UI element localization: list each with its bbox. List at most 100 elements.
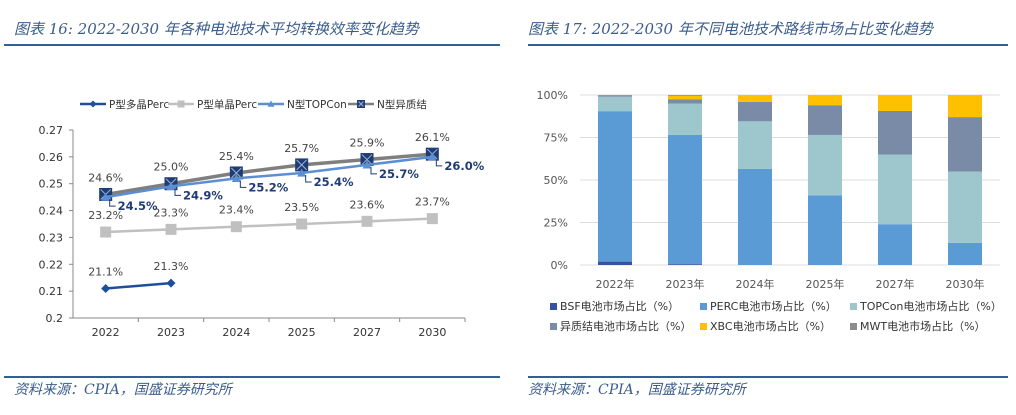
bar-segment — [948, 95, 982, 118]
data-label: 25.7% — [284, 142, 319, 155]
data-label: 24.6% — [88, 171, 123, 184]
data-label: 24.5% — [118, 199, 158, 213]
data-label: 21.3% — [154, 260, 189, 273]
legend-item: BSF电池市场占比（%） — [550, 298, 679, 314]
square-marker — [100, 226, 112, 238]
square-marker — [165, 223, 177, 235]
data-label: 23.5% — [284, 201, 319, 214]
square-marker — [296, 218, 308, 230]
series-1 — [100, 213, 438, 238]
efficiency-chart-panel: 图表 16: 2022-2030 年各种电池技术平均转换效率变化趋势 0.2 0.… — [4, 20, 500, 398]
series-line — [105, 217, 433, 234]
diamond-marker — [166, 278, 176, 288]
y-tick-label: 0.24 — [39, 205, 64, 218]
y-tick-label: 25% — [544, 217, 568, 230]
legend-swatch — [850, 322, 857, 330]
bar-segment — [878, 95, 912, 111]
triangle-marker — [267, 100, 275, 107]
bar-chart: 0% 25% 50% 75% 100% 2022年 2023年 2024年 2025年 2027年… — [537, 89, 1000, 291]
bar-segment — [668, 99, 702, 104]
bar-stack — [808, 95, 842, 265]
y-tick-label: 0.21 — [39, 285, 64, 298]
bar-segment — [808, 134, 842, 196]
legend-swatch — [550, 302, 557, 310]
data-label-group: 25.2% — [239, 180, 289, 194]
legend-item: N型异质结 — [348, 98, 427, 111]
data-label: 25.2% — [248, 180, 288, 194]
data-label: 25.4% — [314, 175, 354, 189]
legend-label: MWT电池市场占比（%） — [860, 320, 986, 333]
source-note: 资料来源：CPIA，国盛证券研究所 — [14, 382, 232, 398]
bar-segment — [948, 171, 982, 243]
x-tick-label: 2025年 — [806, 277, 845, 291]
legend-label: XBC电池市场占比（%） — [710, 320, 832, 333]
bar-stack — [878, 95, 912, 265]
triangle-marker — [166, 181, 176, 190]
bar-segment — [668, 103, 702, 135]
x-mark — [230, 167, 242, 179]
leader-line — [305, 174, 312, 183]
diamond-marker — [101, 283, 111, 293]
legend-label: TOPCon电池市场占比（%） — [860, 300, 1002, 313]
legend-item: TOPCon电池市场占比（%） — [850, 298, 1002, 314]
x-tick-label: 2030年 — [946, 277, 985, 291]
legend-label: BSF电池市场占比（%） — [560, 300, 680, 313]
bar-stack — [948, 95, 982, 265]
legend-swatch — [700, 322, 707, 330]
triangle-marker — [362, 160, 372, 169]
bar-segment — [808, 105, 842, 135]
leader-line — [370, 166, 377, 175]
square-marker — [426, 213, 438, 225]
source-divider — [528, 376, 1008, 378]
legend-label: P型多晶Perc — [109, 98, 169, 111]
bar-segment — [878, 224, 912, 265]
legend-item: MWT电池市场占比（%） — [850, 318, 986, 334]
bar-segment — [668, 95, 702, 96]
bar-stack — [598, 95, 632, 265]
legend-item: P型多晶Perc — [80, 98, 169, 111]
x-tick-label: 2027年 — [876, 277, 915, 291]
bar-segment — [948, 117, 982, 172]
title-divider — [528, 44, 1008, 46]
legend-item: XBC电池市场占比（%） — [700, 318, 831, 334]
legend-swatch — [700, 302, 707, 310]
y-tick-label: 0.23 — [39, 231, 64, 244]
data-label: 23.7% — [415, 196, 450, 209]
leader-line — [435, 158, 443, 167]
line-chart: 0.2 0.21 0.22 0.23 0.24 0.25 0.26 0.27 2022 2023 2… — [39, 98, 485, 339]
bar-segment — [738, 101, 772, 122]
y-tick-label: 100% — [537, 89, 568, 102]
series-2 — [101, 152, 437, 201]
data-label-group: 26.0% — [435, 158, 485, 173]
x-tick-label: 2023 — [157, 326, 185, 339]
data-label: 23.3% — [154, 206, 189, 219]
x-tick-label: 2024 — [222, 326, 250, 339]
bar-segment — [598, 95, 632, 96]
bar-segment — [598, 96, 632, 112]
legend-item: P型单晶Perc — [168, 98, 257, 111]
legend-item: 异质结电池市场占比（%） — [550, 318, 691, 334]
legend-label: P型单晶Perc — [197, 98, 257, 111]
source-note: 资料来源：CPIA，国盛证券研究所 — [528, 382, 746, 398]
data-label: 23.4% — [219, 204, 254, 217]
data-label: 26.1% — [415, 131, 450, 144]
y-tick-label: 0.26 — [39, 151, 64, 164]
bar-segment — [738, 95, 772, 102]
data-label: 25.0% — [154, 161, 189, 174]
chart-title: 图表 16: 2022-2030 年各种电池技术平均转换效率变化趋势 — [14, 20, 419, 38]
leader-line — [174, 188, 181, 196]
bar-segment — [668, 134, 702, 265]
legend-item: N型TOPCon — [258, 98, 347, 111]
data-label-group: 25.4% — [305, 174, 354, 189]
y-tick-label: 75% — [544, 132, 568, 145]
x-tick-label: 2024年 — [736, 277, 775, 291]
y-tick-label: 0.25 — [39, 178, 64, 191]
triangle-marker — [101, 192, 111, 201]
data-label: 24.9% — [183, 188, 223, 202]
y-tick-label: 50% — [544, 174, 568, 187]
legend-label: N型异质结 — [377, 98, 427, 111]
chart-title: 图表 17: 2022-2030 年不同电池技术路线市场占比变化趋势 — [528, 20, 933, 38]
data-label: 25.4% — [219, 150, 254, 163]
x-tick-label: 2022 — [92, 326, 120, 339]
data-label-group: 25.7% — [370, 166, 419, 181]
